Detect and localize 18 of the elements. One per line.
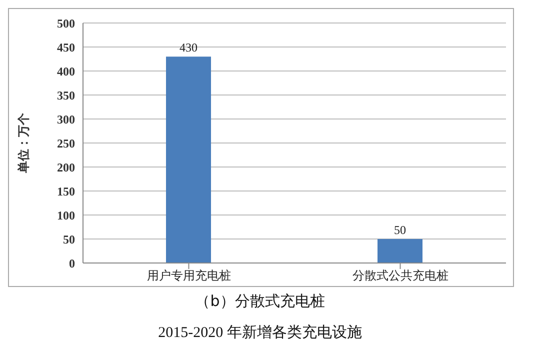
y-tick-label: 500	[57, 16, 75, 30]
y-tick-label: 450	[57, 40, 75, 54]
y-tick-label: 150	[57, 184, 75, 198]
y-tick-label: 250	[57, 136, 75, 150]
text: 2015-2020 年新增各类充电设施	[157, 323, 363, 342]
y-tick-label: 50	[63, 232, 75, 246]
x-tick-label: 分散式公共充电桩	[352, 268, 448, 283]
data-label: 50	[394, 223, 406, 237]
y-axis-title: 单位：万个	[16, 112, 30, 174]
y-tick-label: 400	[57, 64, 75, 78]
data-label: 430	[180, 40, 198, 55]
y-tick-label: 0	[69, 256, 75, 270]
y-tick-label: 100	[57, 208, 75, 222]
x-tick-label: 用户专用充电桩	[146, 268, 231, 283]
text: （b）分散式充电桩	[194, 292, 326, 311]
y-tick-label: 350	[57, 88, 75, 102]
y-tick-label: 300	[57, 112, 75, 126]
y-tick-label: 200	[57, 160, 75, 174]
